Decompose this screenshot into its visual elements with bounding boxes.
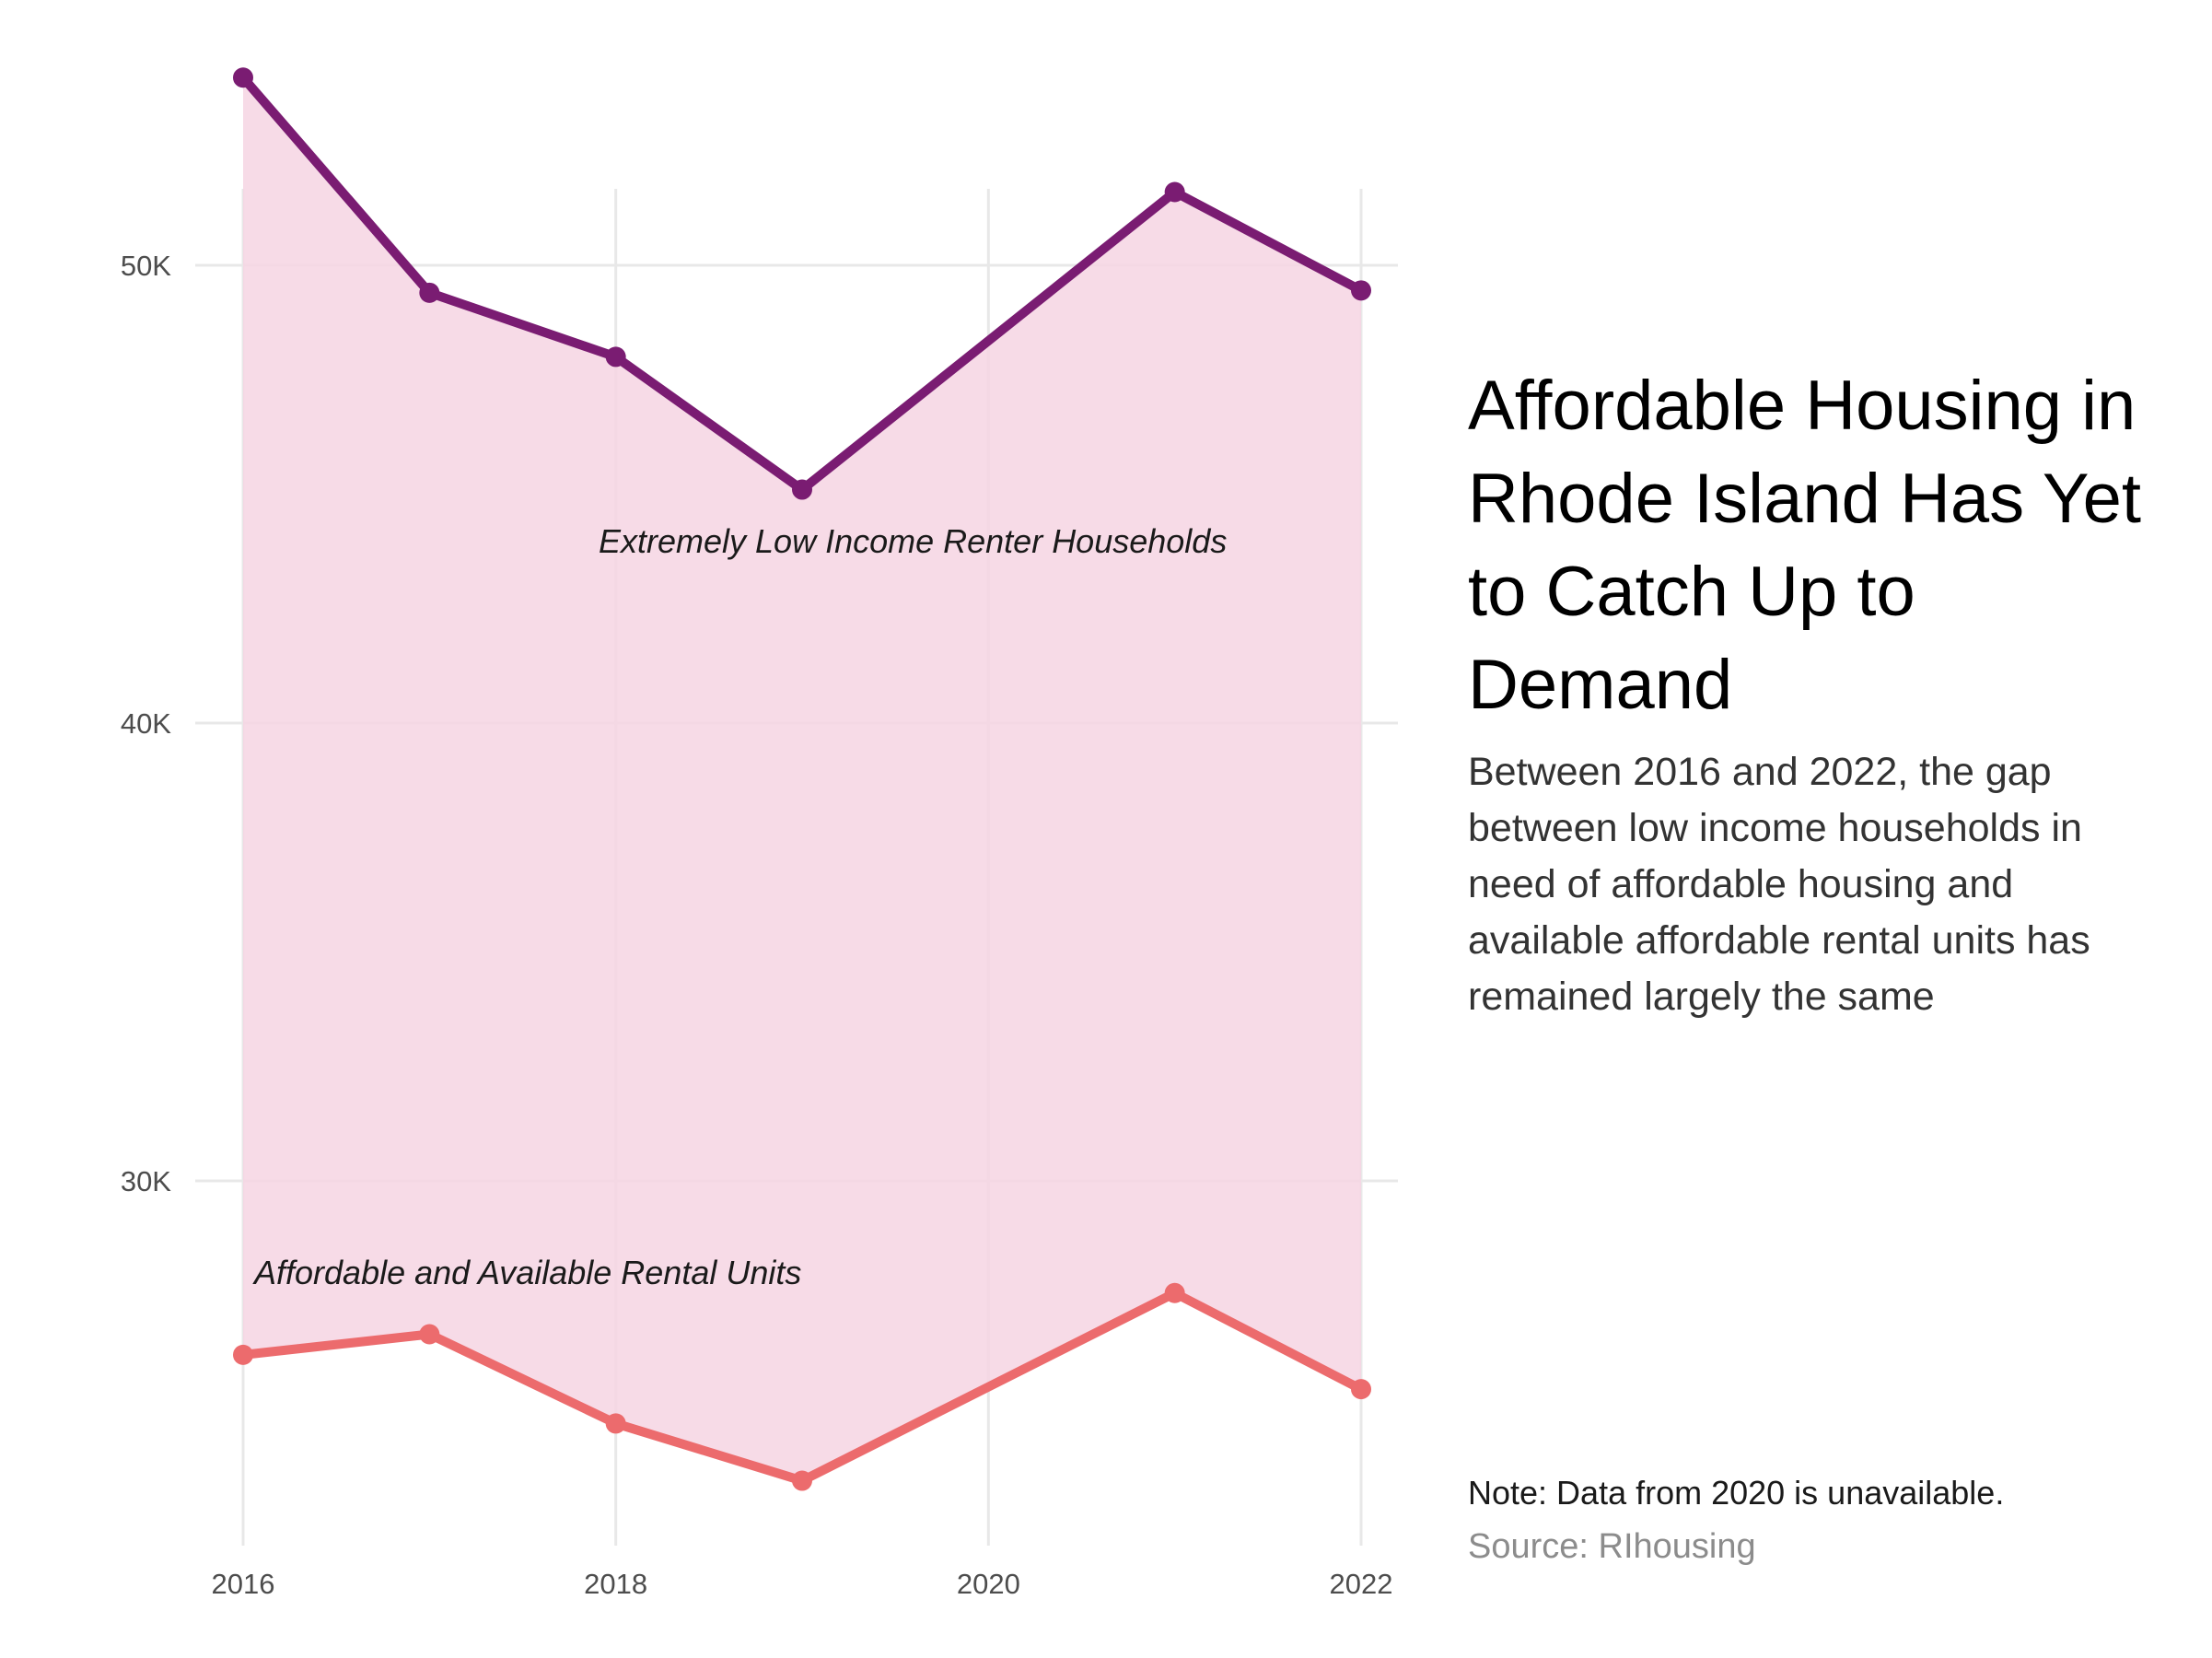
gap-area	[243, 77, 1361, 1481]
chart-labels: 2016 2018 2020 2022 30K 40K 50K Extremely Low I…	[121, 250, 1393, 1600]
series-label-1: Affordable and Available Rental Units	[252, 1254, 801, 1291]
series-1-point-2021	[1164, 1282, 1185, 1303]
series-0-point-2022	[1351, 280, 1371, 301]
series-0-point-2016	[233, 67, 253, 88]
x-tick-label-2022: 2022	[1330, 1568, 1393, 1600]
series-0-point-2021	[1164, 181, 1185, 203]
series-0-point-2017	[419, 282, 440, 303]
series-label-0: Extremely Low Income Renter Households	[599, 522, 1227, 560]
series-1-point-2017	[419, 1324, 440, 1345]
chart-note: Note: Data from 2020 is unavailable.	[1468, 1474, 2005, 1512]
gap-area-fill	[243, 77, 1361, 1481]
series-1-point-2019	[792, 1470, 812, 1491]
series-1-point-2022	[1351, 1379, 1371, 1400]
series-0-point-2019	[792, 479, 812, 500]
series-1-point-2016	[233, 1344, 253, 1365]
chart-subtitle: Between 2016 and 2022, the gap between l…	[1468, 750, 2090, 1019]
side-panel: Affordable Housing in Rhode Island Has Y…	[1468, 359, 2149, 1025]
chart-title: Affordable Housing in Rhode Island Has Y…	[1468, 367, 2141, 724]
series-line-0	[239, 73, 1366, 495]
y-tick-label-50K: 50K	[121, 250, 171, 282]
x-tick-label-2018: 2018	[584, 1568, 647, 1600]
series-1-point-2018	[605, 1413, 626, 1434]
chart-source: Source: RIhousing	[1468, 1527, 1756, 1566]
series-0-point-2018	[605, 346, 626, 368]
x-tick-label-2020: 2020	[957, 1568, 1020, 1600]
y-tick-label-30K: 30K	[121, 1165, 171, 1197]
series-line-1	[239, 1288, 1366, 1486]
x-tick-label-2016: 2016	[212, 1568, 275, 1600]
series-points	[233, 67, 1371, 1491]
series-lines	[239, 73, 1366, 1486]
y-tick-label-40K: 40K	[121, 707, 171, 740]
